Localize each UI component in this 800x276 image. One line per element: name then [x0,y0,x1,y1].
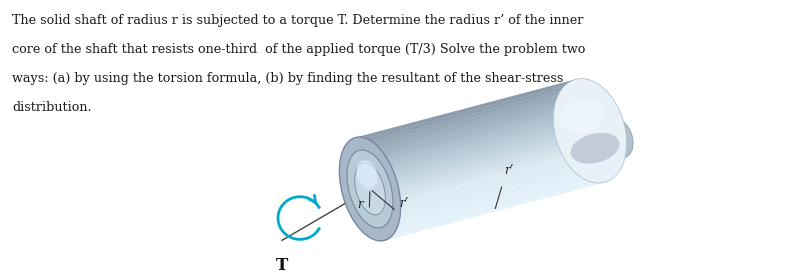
Ellipse shape [560,99,604,134]
Polygon shape [362,104,583,165]
Polygon shape [373,141,594,203]
Ellipse shape [347,150,393,228]
Text: distribution.: distribution. [12,101,92,114]
Ellipse shape [570,133,619,164]
Polygon shape [378,158,598,220]
Polygon shape [355,79,605,240]
Polygon shape [377,155,598,216]
Polygon shape [355,79,577,141]
Text: The solid shaft of radius r is subjected to a torque T. Determine the radius r’ : The solid shaft of radius r is subjected… [12,14,583,26]
Polygon shape [365,114,586,175]
Text: core of the shaft that resists one-third  of the applied torque (T/3) Solve the : core of the shaft that resists one-third… [12,43,586,56]
Polygon shape [357,83,578,144]
Polygon shape [363,107,584,168]
Polygon shape [374,145,595,206]
Polygon shape [360,97,582,158]
Polygon shape [383,179,605,240]
Text: ways: (a) by using the torsion formula, (b) by finding the resultant of the shea: ways: (a) by using the torsion formula, … [12,72,563,85]
Polygon shape [376,152,597,213]
Text: r’: r’ [505,164,514,177]
Polygon shape [381,169,602,230]
Polygon shape [382,175,603,237]
Polygon shape [359,93,580,155]
Ellipse shape [554,79,626,183]
Polygon shape [364,110,585,172]
Polygon shape [371,134,592,196]
Polygon shape [369,128,590,189]
Ellipse shape [607,120,633,158]
Text: r’: r’ [399,197,409,210]
Polygon shape [382,172,602,233]
Polygon shape [368,124,589,185]
Polygon shape [380,165,601,227]
Ellipse shape [357,160,378,189]
Polygon shape [367,121,588,182]
Ellipse shape [339,137,401,241]
Polygon shape [378,162,600,223]
Text: r: r [358,198,363,211]
Polygon shape [366,117,587,179]
Polygon shape [362,100,582,161]
Polygon shape [358,86,578,148]
Polygon shape [375,148,596,209]
Text: T: T [276,257,288,274]
Ellipse shape [354,163,386,215]
Polygon shape [372,138,593,199]
Polygon shape [370,131,591,192]
Polygon shape [358,90,579,151]
